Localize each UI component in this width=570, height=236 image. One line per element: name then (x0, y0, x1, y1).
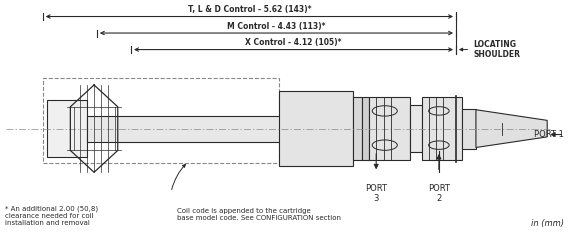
Polygon shape (369, 97, 410, 160)
Polygon shape (362, 97, 369, 160)
Polygon shape (47, 100, 87, 157)
Text: PORT
3: PORT 3 (365, 184, 387, 203)
Polygon shape (279, 91, 353, 166)
Polygon shape (410, 105, 422, 152)
Text: X Control - 4.12 (105)*: X Control - 4.12 (105)* (245, 38, 342, 47)
Text: PORT
2: PORT 2 (428, 184, 450, 203)
Text: M Control - 4.43 (113)*: M Control - 4.43 (113)* (227, 22, 325, 31)
Text: in (mm): in (mm) (531, 219, 564, 228)
Polygon shape (462, 109, 476, 149)
Text: Coil code is appended to the cartridge
base model code. See CONFIGURATION sectio: Coil code is appended to the cartridge b… (177, 208, 341, 221)
Polygon shape (353, 97, 362, 160)
Text: PORT 1: PORT 1 (535, 130, 564, 139)
Text: * An additional 2.00 (50,8)
clearance needed for coil
installation and removal: * An additional 2.00 (50,8) clearance ne… (5, 205, 97, 226)
Polygon shape (87, 116, 314, 142)
Polygon shape (476, 110, 547, 148)
Polygon shape (422, 97, 462, 160)
Text: T, L & D Control - 5.62 (143)*: T, L & D Control - 5.62 (143)* (188, 5, 311, 14)
Text: LOCATING
SHOULDER: LOCATING SHOULDER (473, 40, 520, 59)
